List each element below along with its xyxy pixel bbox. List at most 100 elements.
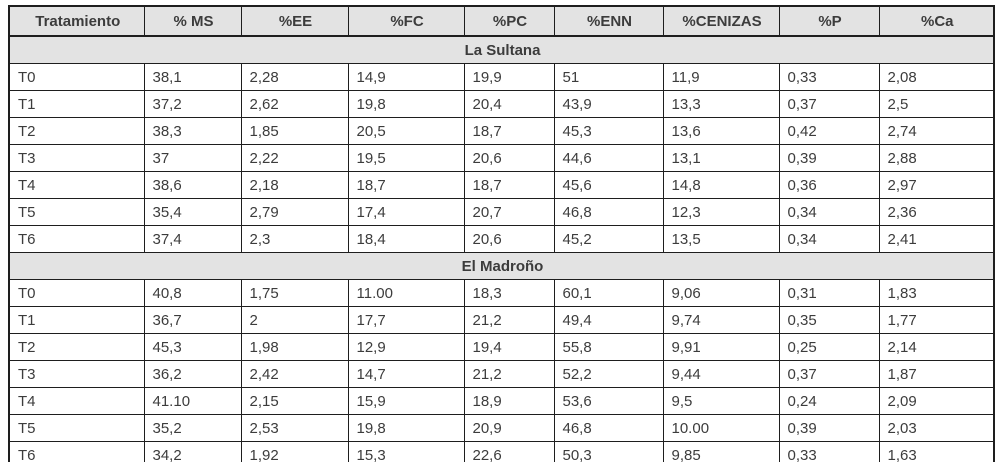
column-header: % MS: [143, 5, 242, 37]
value-cell: 2,14: [878, 333, 995, 361]
treatment-label-cell: T3: [8, 144, 145, 172]
value-cell: 0,36: [778, 171, 880, 199]
value-cell: 18,9: [463, 387, 555, 415]
value-cell: 2,15: [240, 387, 349, 415]
value-cell: 38,3: [143, 117, 242, 145]
value-cell: 1,85: [240, 117, 349, 145]
value-cell: 9,74: [662, 306, 780, 334]
value-cell: 13,3: [662, 90, 780, 118]
section-title: La Sultana: [8, 35, 995, 64]
value-cell: 2,42: [240, 360, 349, 388]
value-cell: 19,4: [463, 333, 555, 361]
value-cell: 0,37: [778, 90, 880, 118]
value-cell: 40,8: [143, 279, 242, 307]
nutrition-composition-table: Tratamiento% MS %EE %FC %PC %ENN %CENIZAS %P %C…: [8, 5, 995, 462]
table-row: T6 34,2 1,92 15,3 22,6 50,3 9,85 0,33 1,63: [8, 441, 995, 462]
value-cell: 55,8: [553, 333, 664, 361]
value-cell: 49,4: [553, 306, 664, 334]
treatment-label-cell: T1: [8, 90, 145, 118]
value-cell: 20,7: [463, 198, 555, 226]
table-row: T1 36,7 2 17,7 21,2 49,4 9,74 0,35 1,77: [8, 306, 995, 334]
value-cell: 52,2: [553, 360, 664, 388]
value-cell: 13,1: [662, 144, 780, 172]
column-header: %PC: [463, 5, 555, 37]
value-cell: 14,7: [347, 360, 465, 388]
treatment-label-cell: T0: [8, 279, 145, 307]
value-cell: 2,28: [240, 63, 349, 91]
value-cell: 46,8: [553, 198, 664, 226]
table-row: T2 38,3 1,85 20,5 18,7 45,3 13,6 0,42 2,74: [8, 117, 995, 145]
value-cell: 2,36: [878, 198, 995, 226]
value-cell: 36,7: [143, 306, 242, 334]
table-row: T4 41.10 2,15 15,9 18,9 53,6 9,5 0,24 2,09: [8, 387, 995, 415]
value-cell: 60,1: [553, 279, 664, 307]
value-cell: 51: [553, 63, 664, 91]
value-cell: 43,9: [553, 90, 664, 118]
value-cell: 0,39: [778, 414, 880, 442]
value-cell: 11.00: [347, 279, 465, 307]
value-cell: 2,41: [878, 225, 995, 253]
table-row: T0 38,1 2,28 14,9 19,9 51 11,9 0,33 2,08: [8, 63, 995, 91]
value-cell: 19,8: [347, 414, 465, 442]
value-cell: 1,98: [240, 333, 349, 361]
value-cell: 0,39: [778, 144, 880, 172]
value-cell: 45,6: [553, 171, 664, 199]
treatment-label-cell: T1: [8, 306, 145, 334]
value-cell: 46,8: [553, 414, 664, 442]
value-cell: 21,2: [463, 360, 555, 388]
value-cell: 13,6: [662, 117, 780, 145]
value-cell: 20,6: [463, 144, 555, 172]
value-cell: 9,91: [662, 333, 780, 361]
column-header: %P: [778, 5, 880, 37]
table-row: T4 38,6 2,18 18,7 18,7 45,6 14,8 0,36 2,97: [8, 171, 995, 199]
value-cell: 15,3: [347, 441, 465, 462]
value-cell: 0,37: [778, 360, 880, 388]
value-cell: 19,5: [347, 144, 465, 172]
treatment-label-cell: T6: [8, 225, 145, 253]
value-cell: 18,4: [347, 225, 465, 253]
section-title: El Madroño: [8, 252, 995, 280]
value-cell: 1,92: [240, 441, 349, 462]
treatment-label-cell: T0: [8, 63, 145, 91]
value-cell: 2,3: [240, 225, 349, 253]
value-cell: 1,83: [878, 279, 995, 307]
header-row: Tratamiento% MS %EE %FC %PC %ENN %CENIZAS %P %C…: [8, 5, 995, 37]
column-header: %Ca: [878, 5, 995, 37]
column-header: %CENIZAS: [662, 5, 780, 37]
value-cell: 9,44: [662, 360, 780, 388]
value-cell: 13,5: [662, 225, 780, 253]
table-row: T1 37,2 2,62 19,8 20,4 43,9 13,3 0,37 2,5: [8, 90, 995, 118]
treatment-label-cell: T2: [8, 117, 145, 145]
value-cell: 53,6: [553, 387, 664, 415]
value-cell: 34,2: [143, 441, 242, 462]
value-cell: 2,88: [878, 144, 995, 172]
value-cell: 45,2: [553, 225, 664, 253]
value-cell: 2,74: [878, 117, 995, 145]
table-row: T6 37,4 2,3 18,4 20,6 45,2 13,5 0,34 2,41: [8, 225, 995, 253]
value-cell: 1,77: [878, 306, 995, 334]
value-cell: 2,79: [240, 198, 349, 226]
table-row: T5 35,2 2,53 19,8 20,9 46,8 10.00 0,39 2,03: [8, 414, 995, 442]
column-header: %EE: [240, 5, 349, 37]
value-cell: 0,33: [778, 63, 880, 91]
table-row: T3 37 2,22 19,5 20,6 44,6 13,1 0,39 2,88: [8, 144, 995, 172]
value-cell: 0,25: [778, 333, 880, 361]
value-cell: 9,5: [662, 387, 780, 415]
section-row: La Sultana: [8, 35, 995, 64]
value-cell: 2,62: [240, 90, 349, 118]
value-cell: 9,85: [662, 441, 780, 462]
value-cell: 2,97: [878, 171, 995, 199]
value-cell: 10.00: [662, 414, 780, 442]
value-cell: 22,6: [463, 441, 555, 462]
value-cell: 45,3: [143, 333, 242, 361]
value-cell: 18,7: [463, 171, 555, 199]
value-cell: 19,8: [347, 90, 465, 118]
table-row: T0 40,8 1,75 11.00 18,3 60,1 9,06 0,31 1,83: [8, 279, 995, 307]
column-header: %FC: [347, 5, 465, 37]
value-cell: 2,18: [240, 171, 349, 199]
value-cell: 18,7: [463, 117, 555, 145]
value-cell: 15,9: [347, 387, 465, 415]
value-cell: 12,9: [347, 333, 465, 361]
section-row: El Madroño: [8, 252, 995, 280]
value-cell: 36,2: [143, 360, 242, 388]
